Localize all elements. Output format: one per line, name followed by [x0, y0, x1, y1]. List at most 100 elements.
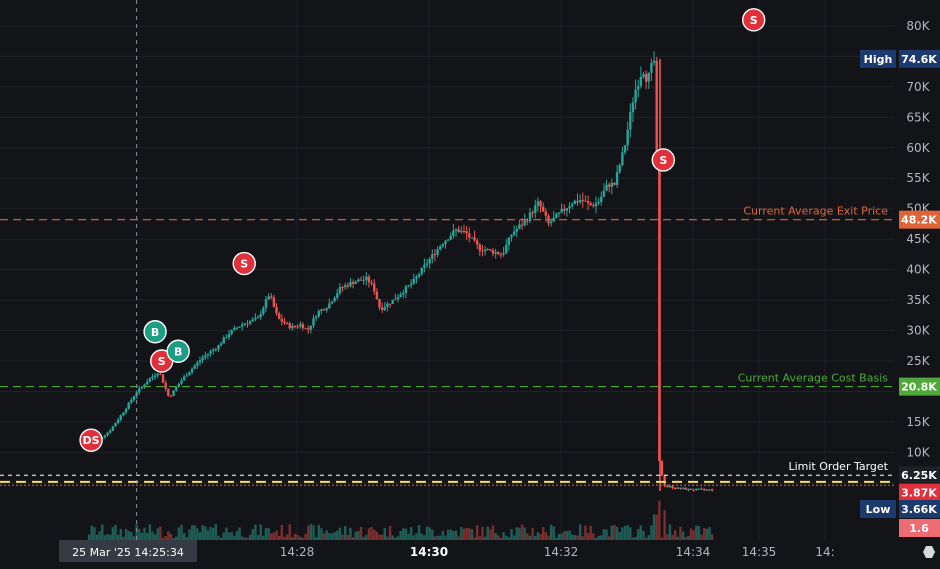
- candle-body: [415, 276, 418, 279]
- candle-body: [531, 212, 534, 214]
- volume-bar: [544, 532, 548, 540]
- marker-label: S: [659, 154, 667, 167]
- volume-bar: [497, 535, 500, 540]
- volume-badge-bg: [899, 519, 940, 537]
- candle-body: [259, 314, 262, 318]
- candle-body: [412, 278, 416, 284]
- volume-bar: [375, 531, 379, 540]
- volume-bar: [214, 524, 218, 540]
- buy-marker[interactable]: B: [143, 320, 167, 344]
- volume-bar: [140, 532, 144, 540]
- volume-bar: [605, 529, 608, 540]
- volume-bar: [378, 534, 381, 540]
- volume-bar: [491, 525, 495, 540]
- volume-bar: [597, 535, 600, 540]
- volume-bar: [526, 533, 529, 540]
- volume-bar: [343, 525, 347, 540]
- marker-label: S: [750, 14, 758, 27]
- candle-body: [425, 263, 429, 265]
- volume-bar: [425, 526, 429, 540]
- sell-marker[interactable]: DS: [79, 428, 103, 452]
- volume-bar: [478, 536, 482, 540]
- settings-hexagon-icon[interactable]: [923, 546, 935, 558]
- candle-body: [594, 203, 598, 207]
- candle-body: [439, 246, 442, 250]
- candle-body: [359, 279, 363, 281]
- candles: [87, 51, 714, 492]
- candle-body: [209, 351, 212, 354]
- sell-marker[interactable]: S: [149, 349, 174, 373]
- volume-bar: [127, 531, 130, 540]
- candle-body: [367, 276, 371, 283]
- candle-body: [626, 129, 629, 146]
- volume-bar: [267, 528, 270, 540]
- candle-body: [644, 74, 648, 82]
- volume-bar: [589, 525, 592, 540]
- volume-bar: [151, 531, 154, 540]
- price-axis[interactable]: 5K10K15K20K25K30K35K40K45K50K55K60K65K70…: [895, 0, 940, 540]
- volume-bar: [304, 533, 307, 540]
- volume-bar: [452, 530, 455, 540]
- candle-body: [124, 408, 128, 413]
- volume-bar: [359, 526, 363, 540]
- candle-body: [140, 386, 144, 389]
- volume-bar: [159, 526, 162, 540]
- volume-bar: [211, 527, 215, 540]
- candle-body: [145, 381, 149, 385]
- candle-body: [130, 399, 133, 403]
- volume-bar: [423, 535, 426, 540]
- candle-body: [161, 374, 165, 383]
- volume-bar: [336, 530, 339, 540]
- buy-marker[interactable]: B: [166, 339, 190, 363]
- marker-circle: [232, 251, 256, 276]
- candle-body: [555, 213, 558, 218]
- time-axis[interactable]: 14:28 14:30 14:32 14:34 14:35 14: 25 Mar '25 1…: [0, 540, 940, 569]
- volume-bar: [607, 536, 611, 540]
- current-badge-bg: [899, 483, 940, 502]
- candle-body: [182, 376, 186, 381]
- line-badge: 6.25K: [901, 469, 937, 482]
- candle-body: [512, 231, 516, 235]
- volume-bar: [565, 531, 569, 540]
- candle-body: [190, 368, 194, 373]
- candle-body: [241, 324, 244, 327]
- volume-bar: [586, 533, 590, 540]
- candle-body: [254, 317, 257, 320]
- volume-bar: [412, 535, 416, 540]
- volume-bar: [446, 529, 450, 540]
- volume-bar: [217, 535, 220, 540]
- volume-bar: [539, 533, 542, 540]
- volume-bar: [557, 533, 561, 540]
- candle-body: [285, 323, 289, 325]
- price-tick-label: 60K: [906, 141, 930, 155]
- candle-body: [222, 337, 225, 344]
- volume-bar: [283, 536, 286, 540]
- volume-bar: [470, 529, 474, 540]
- candle-body: [444, 240, 447, 245]
- price-tick-label: 65K: [906, 110, 930, 124]
- volume-bar: [288, 524, 291, 540]
- time-tick-label: 14:34: [676, 545, 711, 559]
- volume-bar: [655, 514, 658, 540]
- volume-bar: [552, 526, 555, 540]
- volume-bar: [156, 528, 159, 540]
- low-tag: Low: [866, 503, 891, 516]
- candle-body: [378, 299, 381, 308]
- candle-body: [262, 307, 265, 315]
- sell-marker[interactable]: S: [742, 8, 766, 32]
- sell-marker[interactable]: S: [651, 148, 675, 172]
- candle-body: [235, 327, 239, 329]
- candle-body: [631, 102, 635, 113]
- volume-bar: [333, 532, 336, 540]
- volume-bar: [185, 537, 188, 540]
- volume-bar: [507, 537, 511, 540]
- candle-body: [375, 291, 379, 300]
- volume-bar: [314, 537, 318, 540]
- volume-bar: [312, 525, 315, 540]
- volume-bar: [428, 527, 431, 540]
- low-tag-bg: [860, 500, 896, 519]
- sell-marker[interactable]: S: [232, 251, 256, 276]
